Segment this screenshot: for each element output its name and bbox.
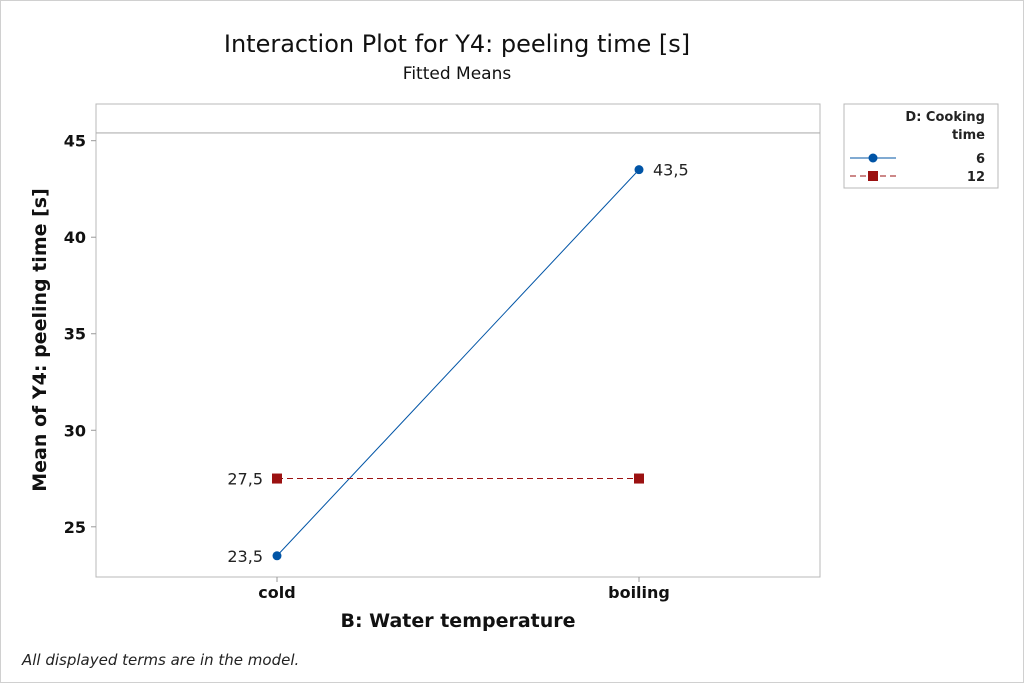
- y-axis-label: Mean of Y4: peeling time [s]: [29, 188, 51, 492]
- y-tick-label: 30: [64, 421, 86, 440]
- legend: D: Cooking time 6 12: [843, 103, 999, 189]
- data-label: 23,5: [227, 547, 263, 566]
- data-point: [634, 473, 644, 484]
- plot-area: [95, 103, 821, 578]
- legend-item-12: 12: [850, 170, 985, 185]
- data-point: [272, 473, 282, 484]
- series-6: 23,5 43,5: [227, 161, 688, 566]
- legend-marker: [868, 171, 878, 181]
- y-tick-label: 40: [64, 228, 86, 247]
- series-12: 27,5: [227, 470, 644, 489]
- series-line: [276, 169, 640, 557]
- y-tick-label: 45: [64, 132, 86, 151]
- chart-title: Interaction Plot for Y4: peeling time [s…: [224, 30, 690, 58]
- chart-subtitle: Fitted Means: [403, 64, 512, 84]
- legend-label: 12: [967, 170, 985, 185]
- x-axis-label: B: Water temperature: [340, 610, 575, 632]
- legend-marker: [868, 153, 878, 163]
- legend-title-line2: time: [952, 128, 985, 143]
- y-tick-label: 25: [64, 518, 86, 537]
- x-tick-label: cold: [258, 583, 295, 602]
- x-tick-label: boiling: [608, 583, 670, 602]
- legend-item-6: 6: [850, 152, 985, 167]
- data-point: [634, 165, 644, 175]
- footnote: All displayed terms are in the model.: [21, 651, 299, 669]
- legend-title-line1: D: Cooking: [905, 110, 985, 125]
- data-point: [272, 551, 282, 561]
- data-label: 27,5: [227, 470, 263, 489]
- y-tick-label: 35: [64, 325, 86, 344]
- data-label: 43,5: [653, 161, 689, 180]
- legend-label: 6: [976, 152, 985, 167]
